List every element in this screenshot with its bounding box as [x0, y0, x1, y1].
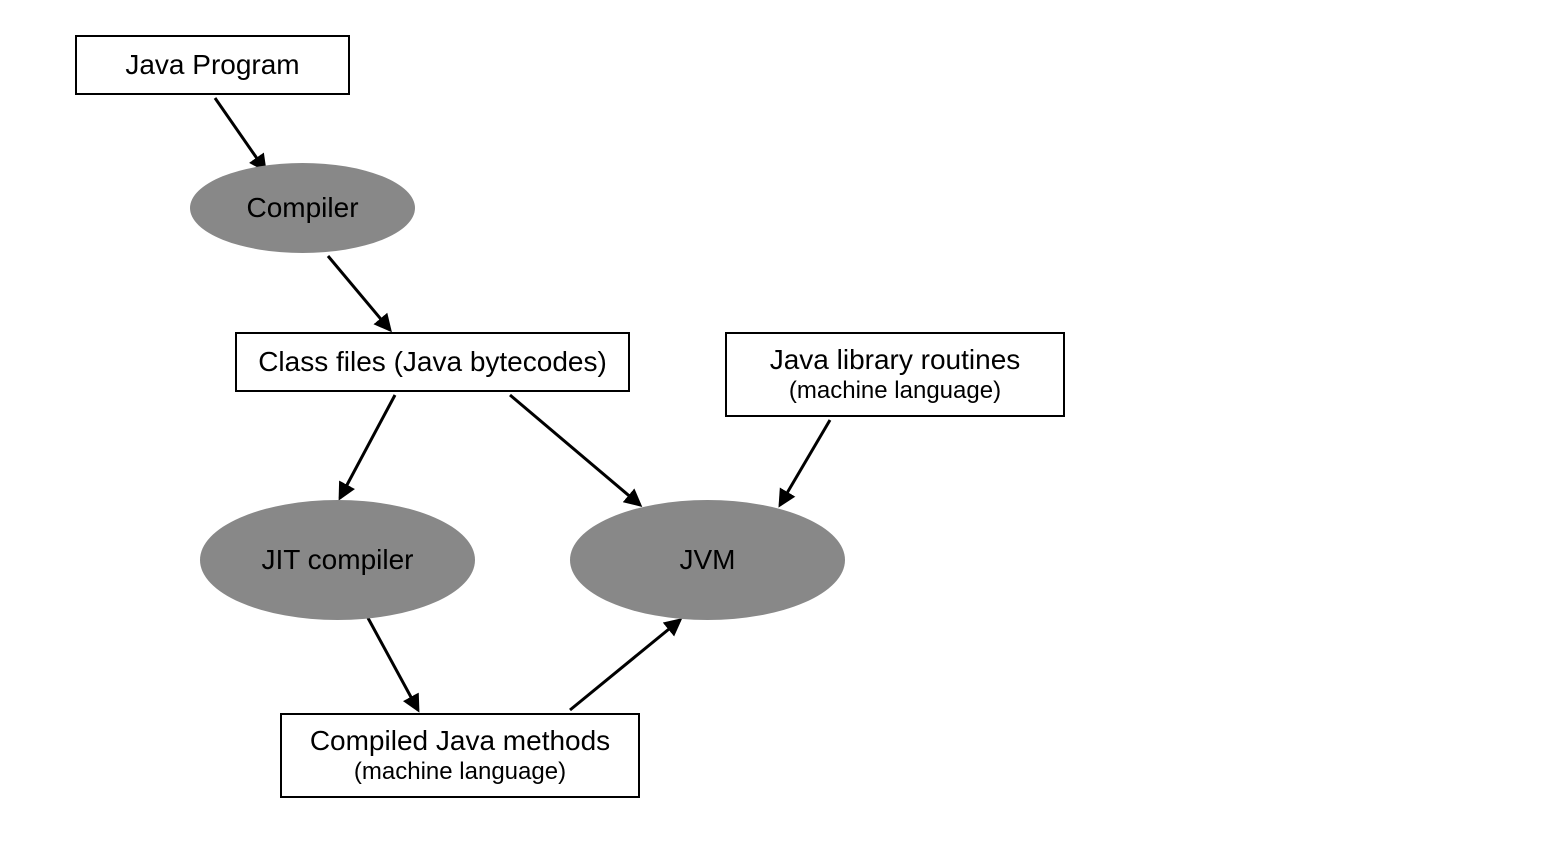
edges-layer — [0, 0, 1550, 862]
edge-compiler-to-class_files — [328, 256, 390, 330]
node-compiled-methods: Compiled Java methods (machine language) — [280, 713, 640, 798]
node-compiler: Compiler — [190, 163, 415, 253]
node-sublabel: (machine language) — [354, 758, 566, 787]
java-compilation-flowchart: Java Program Compiler Class files (Java … — [0, 0, 1550, 862]
node-java-library: Java library routines (machine language) — [725, 332, 1065, 417]
node-class-files: Class files (Java bytecodes) — [235, 332, 630, 392]
node-label: JVM — [680, 543, 736, 577]
edge-jit_compiler-to-compiled_methods — [368, 618, 418, 710]
node-jvm: JVM — [570, 500, 845, 620]
edge-class_files-to-jit_compiler — [340, 395, 395, 498]
node-jit-compiler: JIT compiler — [200, 500, 475, 620]
node-java-program: Java Program — [75, 35, 350, 95]
node-label: JIT compiler — [262, 543, 414, 577]
node-sublabel: (machine language) — [789, 377, 1001, 406]
edge-java_library-to-jvm — [780, 420, 830, 505]
node-label: Compiler — [246, 191, 358, 225]
node-label: Java library routines — [770, 343, 1021, 377]
node-label: Java Program — [125, 48, 299, 82]
edge-compiled_methods-to-jvm — [570, 620, 680, 710]
edge-java_program-to-compiler — [215, 98, 265, 170]
edge-class_files-to-jvm — [510, 395, 640, 505]
node-label: Compiled Java methods — [310, 724, 610, 758]
node-label: Class files (Java bytecodes) — [258, 345, 607, 379]
